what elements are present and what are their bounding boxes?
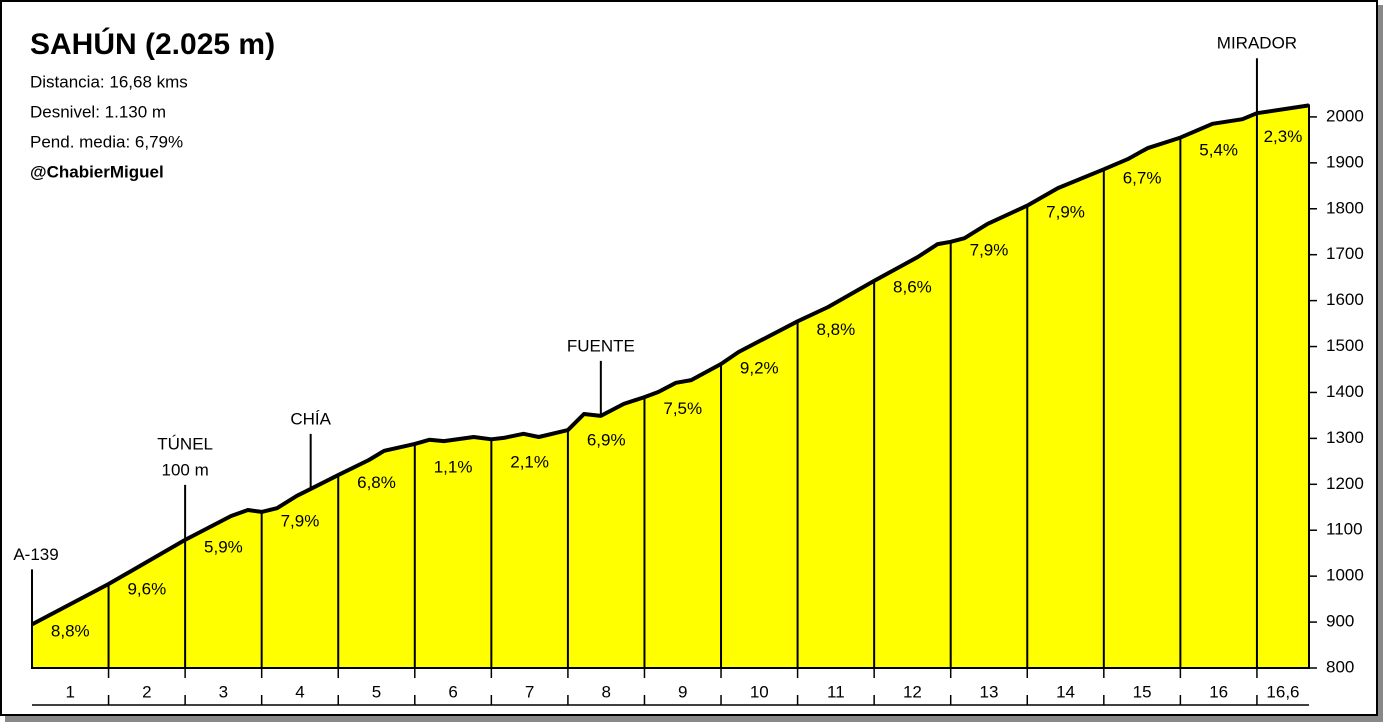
credit: @ChabierMiguel [30,162,164,181]
y-tick-label: 1900 [1326,152,1364,171]
x-tick-label: 7 [525,682,534,701]
gradient-label: 2,3% [1264,127,1303,146]
y-tick-label: 1300 [1326,428,1364,447]
y-tick-label: 1700 [1326,244,1364,263]
x-tick-label: 10 [750,682,769,701]
annotation-label: TÚNEL [157,434,213,453]
annotation-label: A-139 [13,545,58,564]
profile-line [31,103,1310,627]
x-tick-label: 4 [295,682,304,701]
y-tick-label: 1100 [1326,520,1363,539]
gradient-label: 7,5% [663,399,702,418]
x-tick-label: 5 [372,682,381,701]
x-tick-label: 1 [66,682,75,701]
gradient-label: 2,1% [510,453,549,472]
gradient-label: 5,9% [204,537,243,556]
info-line: Desnivel: 1.130 m [30,102,166,121]
annotation-label: FUENTE [567,336,635,355]
chart-title: SAHÚN (2.025 m) [30,27,275,61]
x-tick-label: 16,6 [1266,682,1299,701]
gradient-label: 5,4% [1199,140,1238,159]
y-tick-label: 1600 [1326,290,1364,309]
y-tick-label: 1400 [1326,382,1364,401]
gradient-label: 6,7% [1123,169,1162,188]
gradient-label: 8,8% [816,320,855,339]
annotation-label: CHÍA [290,409,331,428]
info-line: Pend. media: 6,79% [30,132,183,151]
x-tick-label: 3 [219,682,228,701]
gradient-label: 9,2% [740,359,779,378]
gradient-label: 7,9% [281,512,320,531]
gradient-label: 8,6% [893,277,932,296]
gradient-label: 9,6% [127,579,166,598]
y-tick-label: 2000 [1326,106,1364,125]
info-line: Distancia: 16,68 kms [30,72,188,91]
annotation-label: MIRADOR [1217,34,1297,53]
y-tick-label: 1800 [1326,198,1364,217]
gradient-label: 6,8% [357,473,396,492]
y-tick-label: 900 [1326,612,1354,631]
x-tick-label: 9 [678,682,687,701]
y-tick-label: 800 [1326,657,1354,676]
y-tick-label: 1500 [1326,336,1364,355]
x-tick-label: 8 [601,682,610,701]
annotation-label: 100 m [161,460,208,479]
x-tick-label: 16 [1209,682,1228,701]
x-tick-label: 6 [448,682,457,701]
gradient-label: 6,9% [587,431,626,450]
x-tick-label: 15 [1133,682,1152,701]
y-tick-label: 1000 [1326,566,1364,585]
x-tick-label: 11 [827,682,845,701]
gradient-label: 7,9% [970,241,1009,260]
x-tick-label: 14 [1056,682,1075,701]
gradient-label: 1,1% [434,457,473,476]
gradient-label: 7,9% [1046,202,1085,221]
x-tick-label: 2 [142,682,151,701]
x-tick-label: 12 [903,682,922,701]
x-tick-label: 13 [980,682,999,701]
gradient-label: 8,8% [51,622,90,641]
y-tick-label: 1200 [1326,474,1364,493]
